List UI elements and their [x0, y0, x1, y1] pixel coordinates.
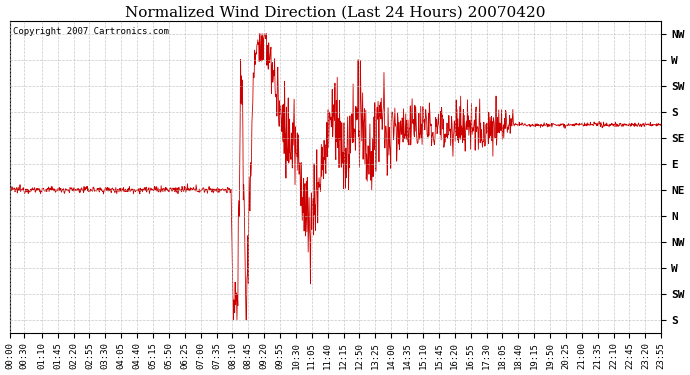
Text: Copyright 2007 Cartronics.com: Copyright 2007 Cartronics.com: [13, 27, 169, 36]
Title: Normalized Wind Direction (Last 24 Hours) 20070420: Normalized Wind Direction (Last 24 Hours…: [126, 6, 546, 20]
